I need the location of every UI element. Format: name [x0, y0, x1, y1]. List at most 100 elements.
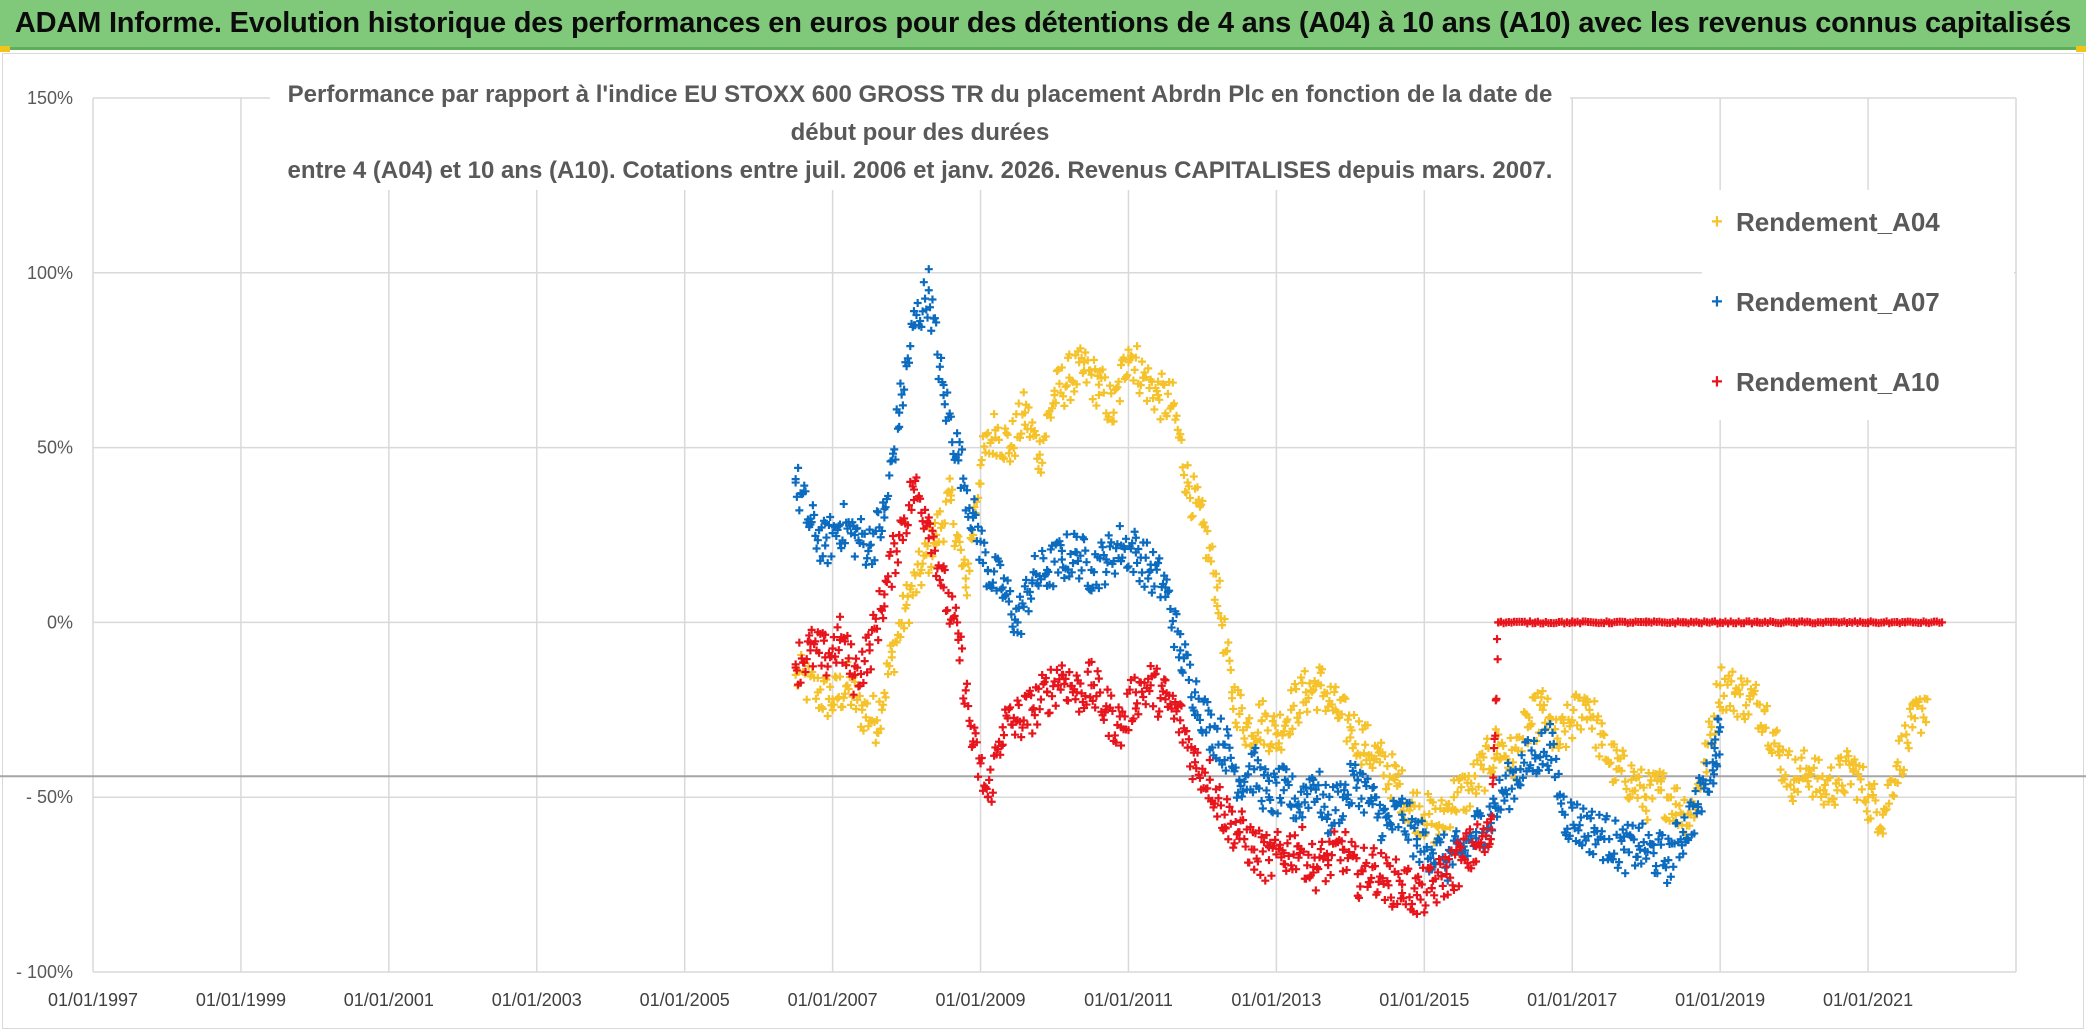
- point-rendement-a10: [860, 657, 869, 666]
- point-rendement-a07-anchor: [1102, 555, 1111, 564]
- point-rendement-a07: [1338, 812, 1347, 821]
- point-rendement-a10: [1436, 860, 1445, 869]
- point-rendement-a04: [1533, 689, 1542, 698]
- point-rendement-a04: [1638, 802, 1647, 811]
- point-rendement-a04: [911, 571, 920, 580]
- point-rendement-a07: [1282, 765, 1291, 774]
- point-rendement-a07: [1347, 799, 1356, 808]
- point-rendement-a07-anchor: [1649, 849, 1658, 858]
- point-rendement-a07-anchor: [1205, 723, 1214, 732]
- point-rendement-a10: [1382, 853, 1391, 862]
- point-rendement-a07: [885, 471, 894, 480]
- point-rendement-a04: [1094, 391, 1103, 400]
- point-rendement-a04: [1901, 721, 1910, 730]
- point-rendement-a04: [818, 704, 827, 713]
- point-rendement-a04: [876, 724, 885, 733]
- point-rendement-a04: [1098, 365, 1107, 374]
- point-rendement-a10: [1130, 673, 1139, 682]
- point-rendement-a10: [1172, 707, 1181, 716]
- point-rendement-a04: [977, 456, 986, 465]
- legend-marker-a10: +: [1711, 370, 1723, 393]
- point-rendement-a07: [1237, 792, 1246, 801]
- point-rendement-a10: [1146, 662, 1155, 671]
- point-rendement-a04: [1836, 753, 1845, 762]
- point-rendement-a04: [877, 705, 886, 714]
- point-rendement-a10: [1117, 741, 1126, 750]
- point-rendement-a07: [977, 526, 986, 535]
- point-rendement-a10: [1405, 893, 1414, 902]
- point-rendement-a04: [1304, 694, 1313, 703]
- report-header-title: ADAM Informe. Evolution historique des p…: [14, 7, 2072, 39]
- point-rendement-a04: [1801, 772, 1810, 781]
- point-rendement-a07: [1589, 850, 1598, 859]
- point-rendement-a07: [1267, 807, 1276, 816]
- point-rendement-a10: [930, 546, 939, 555]
- point-rendement-a04: [939, 537, 948, 546]
- point-rendement-a10: [1155, 707, 1164, 716]
- point-rendement-a07: [1314, 781, 1323, 790]
- point-rendement-a07: [1225, 743, 1234, 752]
- point-rendement-a04: [1160, 380, 1169, 389]
- point-rendement-a07: [1563, 824, 1572, 833]
- point-rendement-a10: [884, 572, 893, 581]
- point-rendement-a04-anchor: [1094, 380, 1103, 389]
- point-rendement-a10: [1491, 731, 1500, 740]
- point-rendement-a04: [937, 523, 946, 532]
- point-rendement-a04: [1724, 671, 1733, 680]
- point-rendement-a04: [924, 568, 933, 577]
- point-rendement-a04: [839, 693, 848, 702]
- point-rendement-a04: [1894, 736, 1903, 745]
- point-rendement-a04: [965, 566, 974, 575]
- point-rendement-a10: [1277, 853, 1286, 862]
- point-rendement-a04: [948, 485, 957, 494]
- point-rendement-a10-anchor: [1457, 856, 1466, 865]
- point-rendement-a07: [980, 538, 989, 547]
- point-rendement-a10: [1170, 714, 1179, 723]
- point-rendement-a04-anchor: [1287, 705, 1296, 714]
- point-rendement-a10-anchor: [1827, 618, 1836, 627]
- point-rendement-a07: [1490, 799, 1499, 808]
- point-rendement-a07: [1568, 803, 1577, 812]
- point-rendement-a04: [1878, 829, 1887, 838]
- point-rendement-a04: [1172, 411, 1181, 420]
- point-rendement-a07: [1300, 798, 1309, 807]
- point-rendement-a04: [945, 474, 954, 483]
- point-rendement-a07: [800, 481, 809, 490]
- point-rendement-a10: [879, 614, 888, 623]
- point-rendement-a04: [1014, 399, 1023, 408]
- point-rendement-a10-anchor: [1250, 845, 1259, 854]
- x-tick-label: 01/01/2021: [1823, 990, 1913, 1010]
- point-rendement-a10: [1273, 827, 1282, 836]
- point-rendement-a10: [1006, 703, 1015, 712]
- point-rendement-a07: [1054, 568, 1063, 577]
- point-rendement-a04: [1740, 715, 1749, 724]
- point-rendement-a07: [1504, 758, 1513, 767]
- point-rendement-a07: [948, 438, 957, 447]
- point-rendement-a07: [1711, 735, 1720, 744]
- point-rendement-a10: [1444, 855, 1453, 864]
- point-rendement-a04: [1820, 781, 1829, 790]
- point-rendement-a07: [1304, 803, 1313, 812]
- point-rendement-a04: [1327, 700, 1336, 709]
- point-rendement-a07: [1107, 538, 1116, 547]
- point-rendement-a07: [1115, 522, 1124, 531]
- point-rendement-a10: [918, 517, 927, 526]
- point-rendement-a10: [1487, 825, 1496, 834]
- point-rendement-a04: [1179, 471, 1188, 480]
- y-tick-label: - 100%: [16, 962, 73, 982]
- point-rendement-a07: [1322, 814, 1331, 823]
- point-rendement-a07: [1384, 812, 1393, 821]
- point-rendement-a10: [858, 647, 867, 656]
- point-rendement-a04: [1070, 387, 1079, 396]
- point-rendement-a07: [1680, 813, 1689, 822]
- point-rendement-a04: [1787, 792, 1796, 801]
- point-rendement-a04: [1738, 680, 1747, 689]
- point-rendement-a07: [1316, 808, 1325, 817]
- y-tick-label: 150%: [27, 88, 73, 108]
- point-rendement-a04-anchor: [991, 426, 1000, 435]
- point-rendement-a04: [1719, 691, 1728, 700]
- point-rendement-a04: [1052, 367, 1061, 376]
- point-rendement-a04: [1629, 767, 1638, 776]
- point-rendement-a04: [1383, 762, 1392, 771]
- point-rendement-a10: [795, 638, 804, 647]
